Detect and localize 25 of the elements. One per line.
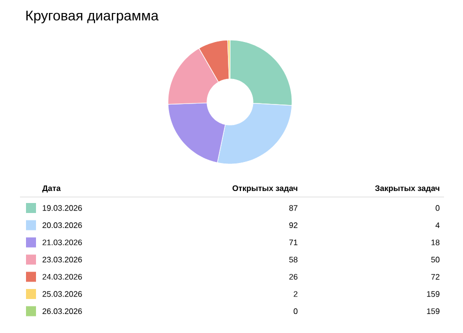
text: 0 <box>436 205 440 211</box>
legend-label: 20.03.2026 <box>42 222 82 228</box>
text: Закрытых задач <box>375 185 440 193</box>
legend-label: 25.03.2026 <box>42 291 82 297</box>
chart-title: Круговая диаграмма <box>26 10 159 24</box>
data-label: 71 <box>289 240 298 246</box>
legend-label: 26.03.2026 <box>42 308 82 314</box>
slice-label: Открытых задач <box>232 185 298 193</box>
text: 4 <box>436 222 440 228</box>
legend-label: 19.03.2026 <box>42 205 82 211</box>
text: 18 <box>432 240 440 246</box>
legend-label: 24.03.2026 <box>42 274 82 280</box>
legend-label: 23.03.2026 <box>42 256 82 262</box>
data-label: 92 <box>289 222 298 228</box>
text: 159 <box>427 308 440 314</box>
text: 0 <box>294 308 298 314</box>
text: 159 <box>427 291 440 297</box>
data-label: 58 <box>289 256 298 262</box>
legend-title: Дата <box>42 185 61 193</box>
data-label: 2 <box>294 291 298 297</box>
text: 50 <box>431 256 440 262</box>
data-label: 87 <box>289 205 298 211</box>
text: 72 <box>431 274 440 280</box>
data-label: 26 <box>289 274 298 280</box>
legend-label: 21.03.2026 <box>42 240 82 246</box>
